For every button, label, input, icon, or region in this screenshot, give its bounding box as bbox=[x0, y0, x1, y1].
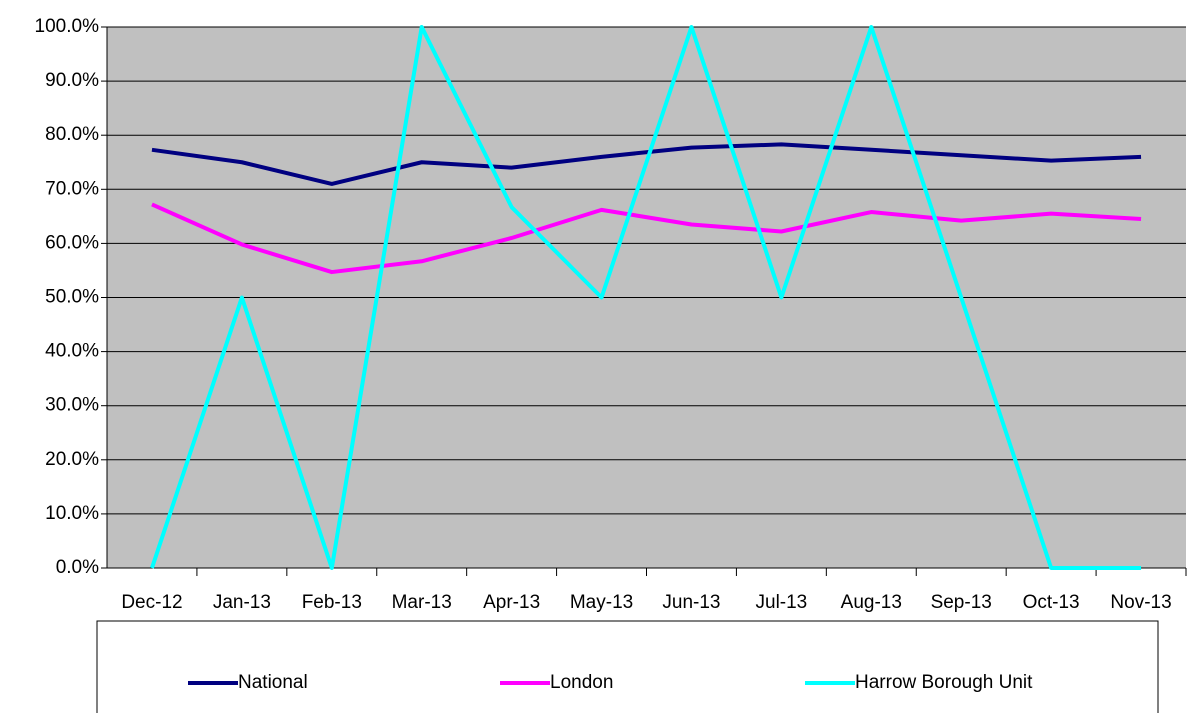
x-tick-label: Sep-13 bbox=[931, 592, 992, 613]
y-tick-label: 90.0% bbox=[45, 70, 99, 91]
legend-label: National bbox=[238, 672, 308, 693]
x-tick-label: Nov-13 bbox=[1110, 592, 1171, 613]
series-line bbox=[151, 142, 1142, 186]
y-tick-label: 100.0% bbox=[35, 16, 100, 37]
legend-label: Harrow Borough Unit bbox=[855, 672, 1033, 693]
y-tick-label: 50.0% bbox=[45, 287, 99, 308]
x-tick-label: Aug-13 bbox=[841, 592, 902, 613]
y-tick-label: 80.0% bbox=[45, 124, 99, 145]
y-tick-label: 10.0% bbox=[45, 503, 99, 524]
y-tick-label: 0.0% bbox=[56, 557, 99, 578]
x-tick-label: Dec-12 bbox=[121, 592, 182, 613]
legend-box bbox=[96, 620, 1159, 713]
y-tick-label: 30.0% bbox=[45, 395, 99, 416]
series-line bbox=[151, 202, 1142, 275]
y-tick-label: 20.0% bbox=[45, 449, 99, 470]
x-tick-label: May-13 bbox=[570, 592, 633, 613]
x-tick-label: Feb-13 bbox=[302, 592, 362, 613]
x-tick-label: Jul-13 bbox=[756, 592, 808, 613]
x-tick-label: Jan-13 bbox=[213, 592, 271, 613]
y-tick-label: 70.0% bbox=[45, 178, 99, 199]
x-tick-label: Jun-13 bbox=[662, 592, 720, 613]
legend-label: London bbox=[550, 672, 613, 693]
y-tick-label: 40.0% bbox=[45, 341, 99, 362]
x-tick-label: Oct-13 bbox=[1023, 592, 1080, 613]
series-line bbox=[150, 25, 1142, 570]
y-tick-label: 60.0% bbox=[45, 232, 99, 253]
x-tick-label: Mar-13 bbox=[392, 592, 452, 613]
x-tick-label: Apr-13 bbox=[483, 592, 540, 613]
